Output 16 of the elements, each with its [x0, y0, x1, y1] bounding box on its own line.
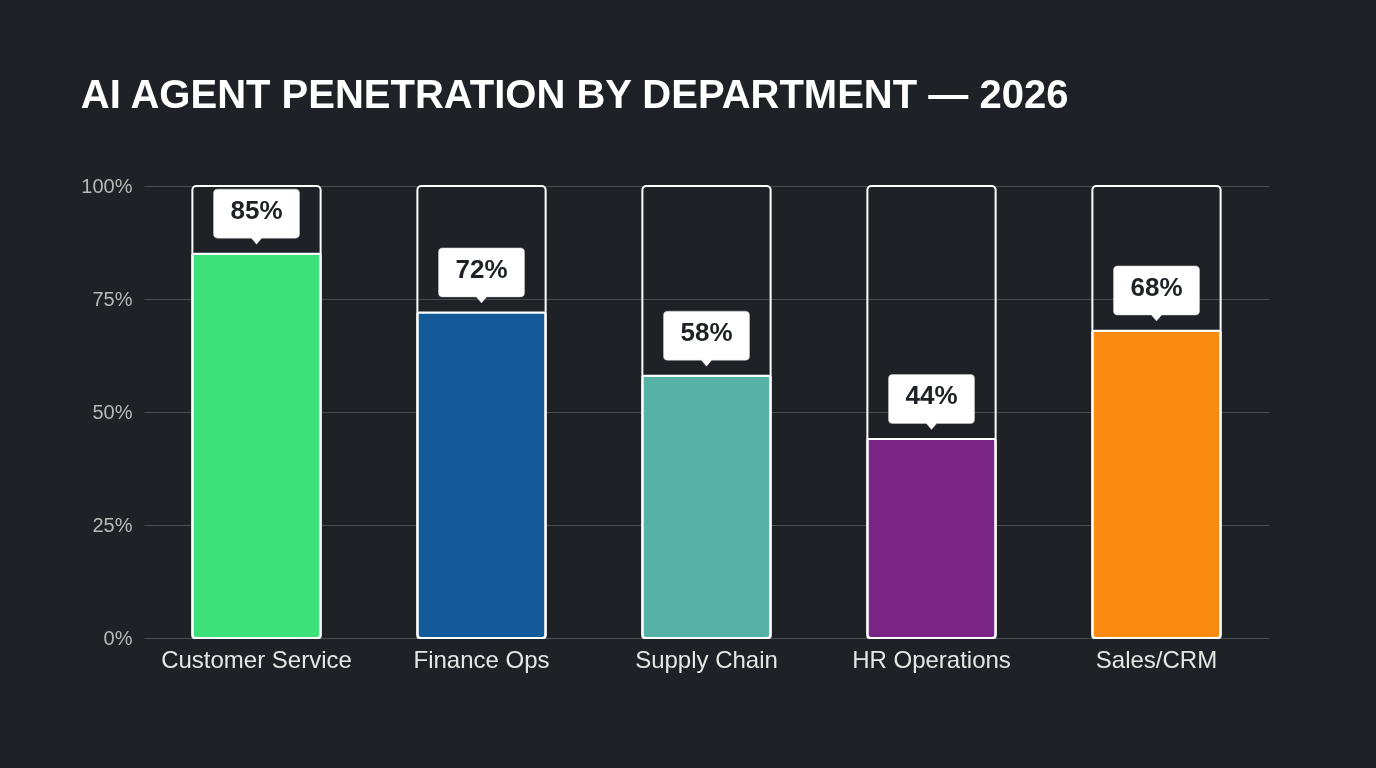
x-tick-label: Sales/CRM — [1095, 645, 1218, 673]
y-tick-label: 100% — [81, 174, 133, 197]
x-tick-label: Supply Chain — [635, 645, 778, 673]
y-tick-label: 25% — [92, 513, 133, 536]
x-tick-label: Customer Service — [161, 645, 352, 673]
y-tick-label: 0% — [103, 626, 133, 649]
data-label: 58% — [680, 316, 733, 347]
y-tick-label: 75% — [92, 287, 133, 310]
data-label: 72% — [455, 253, 508, 284]
x-tick-label: HR Operations — [852, 645, 1011, 673]
data-label: 68% — [1130, 271, 1183, 302]
x-tick-label: Finance Ops — [413, 645, 550, 673]
data-label: 44% — [905, 380, 958, 411]
y-tick-label: 50% — [92, 400, 133, 423]
data-label: 85% — [230, 194, 283, 225]
chart-title: AI AGENT PENETRATION BY DEPARTMENT — 2026 — [80, 72, 1069, 116]
